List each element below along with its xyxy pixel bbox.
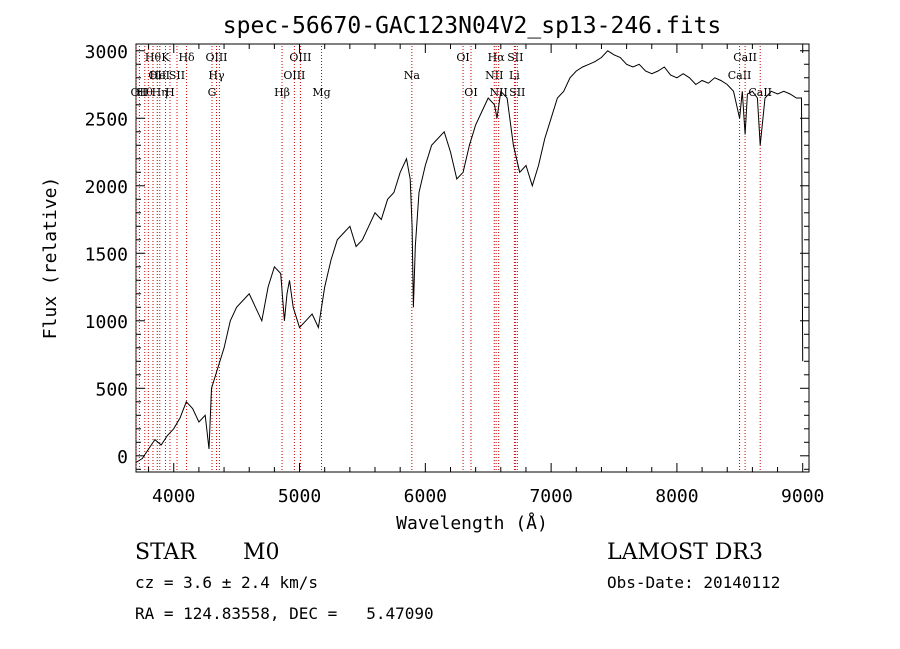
- y-tick-label: 3000: [85, 42, 128, 63]
- spectral-line-label: SII: [169, 69, 185, 82]
- spectral-line-label: NII: [490, 86, 508, 99]
- spectral-line-label: OIII: [205, 51, 227, 64]
- y-axis-label: Flux (relative): [40, 177, 61, 340]
- spectral-line-label: CaII: [748, 86, 772, 99]
- y-tick-label: 2000: [85, 177, 128, 198]
- x-tick-label: 6000: [404, 486, 447, 507]
- spectral-line-label: Hη: [152, 86, 168, 99]
- spectral-line-label: OIII: [289, 51, 311, 64]
- spectral-line-label: CaII: [728, 69, 752, 82]
- spectral-line-label: SII: [509, 86, 525, 99]
- spectral-line-label: Mg: [312, 86, 330, 99]
- x-tick-label: 8000: [655, 486, 698, 507]
- x-tick-label: 7000: [529, 486, 572, 507]
- chart-title: spec-56670-GAC123N04V2_sp13-246.fits: [223, 13, 722, 39]
- spectral-line-label: OIII: [283, 69, 305, 82]
- spectral-line-label: OI: [464, 86, 477, 99]
- y-tick-label: 1500: [85, 244, 128, 265]
- spectral-line-label: NII: [485, 69, 503, 82]
- x-axis-label: Wavelength (Å): [396, 512, 548, 534]
- line-markers: OIIHθHθOIIHeIHηKHSIIHδGOIIIHγHβOIIIOIIIM…: [131, 46, 772, 472]
- spectral-line-label: OII: [148, 69, 166, 82]
- y-tick-label: 500: [95, 379, 128, 400]
- y-tick-label: 1000: [85, 312, 128, 333]
- spectral-line-label: OI: [456, 51, 469, 64]
- spectral-line-label: Na: [404, 69, 421, 82]
- spectral-line-label: Li: [509, 69, 520, 82]
- spectral-line-label: H: [165, 86, 175, 99]
- obs-date: Obs-Date: 20140112: [607, 573, 781, 592]
- x-tick-label: 4000: [152, 486, 195, 507]
- spectral-line-label: Hβ: [274, 86, 290, 99]
- y-tick-label: 0: [117, 447, 128, 468]
- x-tick-label: 9000: [781, 486, 824, 507]
- y-tick-label: 2500: [85, 109, 128, 130]
- coordinates: RA = 124.83558, DEC = 5.47090: [135, 604, 434, 623]
- spectral-line-label: OII: [131, 86, 149, 99]
- spectral-line-label: HeI: [150, 69, 170, 82]
- spectral-line-label: Hθ: [137, 86, 154, 99]
- spectral-line-label: Hδ: [178, 51, 195, 64]
- spectral-line-label: G: [208, 86, 217, 99]
- spectrum-series-line: [135, 50, 804, 463]
- survey-name: LAMOST DR3: [607, 540, 763, 565]
- spectral-line-label: SII: [507, 51, 523, 64]
- spectral-line-label: Hθ: [145, 51, 162, 64]
- spectral-line-label: K: [161, 51, 170, 64]
- plot-frame: [135, 43, 810, 473]
- object-class: STAR: [135, 540, 196, 565]
- redshift: cz = 3.6 ± 2.4 km/s: [135, 573, 319, 592]
- spectral-line-label: Hγ: [208, 69, 225, 82]
- subclass: M0: [243, 540, 280, 565]
- x-tick-label: 5000: [278, 486, 321, 507]
- spectral-line-label: Hα: [488, 51, 506, 64]
- axis-ticks: 4000 5000 6000 7000 8000 9000 0 500 1000 1500 2000…: [85, 42, 825, 507]
- spectral-line-label: CaII: [733, 51, 757, 64]
